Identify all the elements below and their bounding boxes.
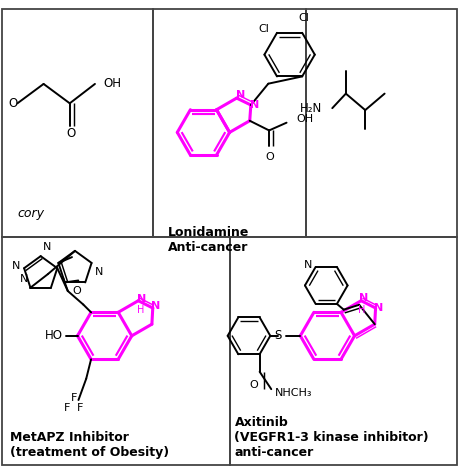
- Text: Axitinib
(VEGFR1-3 kinase inhibitor)
anti-cancer: Axitinib (VEGFR1-3 kinase inhibitor) ant…: [235, 416, 429, 459]
- Text: O: O: [266, 152, 274, 162]
- Text: N: N: [304, 260, 313, 270]
- Text: O: O: [66, 127, 75, 140]
- Text: Cl: Cl: [258, 24, 269, 34]
- Text: Cl: Cl: [299, 13, 310, 23]
- Text: N: N: [12, 261, 20, 271]
- Text: F: F: [77, 403, 83, 413]
- Text: N: N: [374, 303, 383, 313]
- Bar: [229, 237, 457, 465]
- Text: N: N: [137, 294, 146, 304]
- Text: H: H: [137, 305, 144, 315]
- Text: OH: OH: [104, 77, 122, 91]
- Text: O: O: [8, 97, 17, 110]
- Text: N: N: [20, 274, 28, 284]
- Text: O: O: [73, 286, 82, 296]
- Text: N: N: [236, 90, 245, 100]
- Text: F: F: [71, 393, 77, 403]
- Text: S: S: [274, 329, 282, 342]
- Text: H: H: [358, 305, 366, 315]
- Text: O: O: [249, 380, 258, 390]
- Text: HO: HO: [45, 329, 63, 342]
- Text: H₂N: H₂N: [301, 101, 323, 115]
- Bar: [2, 9, 153, 237]
- Text: N: N: [94, 267, 103, 277]
- Text: N: N: [43, 242, 51, 252]
- Text: N: N: [250, 100, 259, 110]
- Bar: [2, 237, 229, 465]
- Text: N: N: [359, 293, 369, 303]
- Text: cory: cory: [18, 207, 45, 219]
- Text: OH: OH: [296, 114, 313, 124]
- Text: F: F: [64, 403, 70, 413]
- Bar: [153, 9, 306, 237]
- Text: MetAPZ Inhibitor
(treatment of Obesity): MetAPZ Inhibitor (treatment of Obesity): [9, 431, 169, 459]
- Bar: [306, 9, 457, 237]
- Text: N: N: [151, 301, 160, 311]
- Text: Lonidamine
Anti-cancer: Lonidamine Anti-cancer: [168, 227, 249, 255]
- Text: NHCH₃: NHCH₃: [275, 388, 313, 398]
